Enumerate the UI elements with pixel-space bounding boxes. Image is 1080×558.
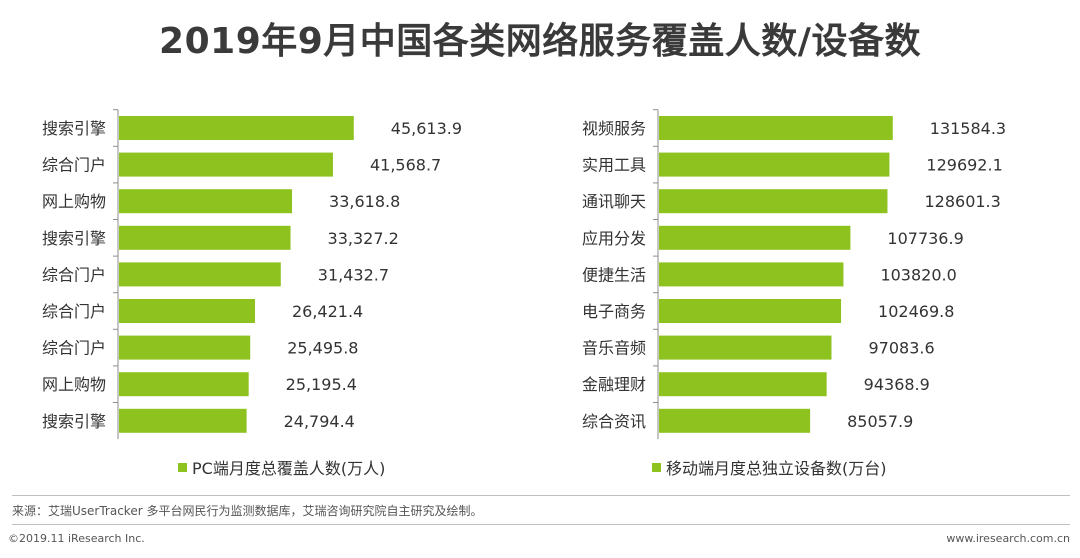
mobile-bar bbox=[659, 189, 888, 214]
mobile-category-label: 综合资讯 bbox=[582, 412, 646, 431]
pc-value-label: 33,618.8 bbox=[329, 192, 400, 211]
pc-bar bbox=[119, 372, 249, 397]
mobile-category-label: 便捷生活 bbox=[582, 265, 646, 284]
pc-category-label: 综合门户 bbox=[42, 302, 106, 321]
legend-swatch-mobile bbox=[652, 462, 661, 472]
mobile-bar bbox=[659, 372, 827, 397]
mobile-bar bbox=[659, 225, 851, 250]
pc-category-label: 搜索引擎 bbox=[42, 229, 106, 248]
pc-coverage-bar-chart: 搜索引擎 45,613.9 综合门户 41,568.7 网上购物 33,618.8 搜索引擎… bbox=[42, 109, 462, 440]
mobile-value-label: 103820.0 bbox=[880, 265, 956, 284]
pc-value-label: 24,794.4 bbox=[284, 412, 355, 431]
mobile-value-label: 129692.1 bbox=[926, 156, 1002, 175]
mobile-bar bbox=[659, 152, 890, 177]
legend-label-pc: PC端月度总覆盖人数(万人) bbox=[192, 459, 386, 478]
pc-bar bbox=[119, 335, 251, 360]
mobile-category-label: 实用工具 bbox=[582, 156, 646, 175]
mobile-value-label: 107736.9 bbox=[887, 229, 963, 248]
mobile-value-label: 131584.3 bbox=[930, 119, 1006, 138]
pc-value-label: 25,495.8 bbox=[287, 339, 358, 358]
source-note: 来源：艾瑞UserTracker 多平台网民行为监测数据库，艾瑞咨询研究院自主研… bbox=[12, 504, 483, 518]
pc-value-label: 41,568.7 bbox=[370, 156, 441, 175]
copyright: ©2019.11 iResearch Inc. bbox=[8, 532, 145, 545]
pc-bar bbox=[119, 262, 281, 287]
pc-value-label: 45,613.9 bbox=[391, 119, 462, 138]
pc-category-label: 综合门户 bbox=[42, 339, 106, 358]
mobile-category-label: 视频服务 bbox=[582, 119, 646, 138]
mobile-category-label: 音乐音频 bbox=[582, 339, 646, 358]
pc-category-label: 综合门户 bbox=[42, 265, 106, 284]
website-link[interactable]: www.iresearch.com.cn bbox=[946, 532, 1070, 545]
mobile-value-label: 102469.8 bbox=[878, 302, 954, 321]
mobile-bar bbox=[659, 335, 832, 360]
page-title: 2019年9月中国各类网络服务覆盖人数/设备数 bbox=[159, 21, 921, 62]
pc-bar bbox=[119, 152, 333, 177]
pc-category-label: 搜索引擎 bbox=[42, 119, 106, 138]
legend-swatch-pc bbox=[178, 462, 187, 472]
mobile-value-label: 97083.6 bbox=[868, 339, 934, 358]
mobile-bar bbox=[659, 116, 893, 140]
mobile-bar bbox=[659, 262, 844, 287]
pc-category-label: 综合门户 bbox=[42, 156, 106, 175]
mobile-bar bbox=[659, 299, 842, 323]
mobile-category-label: 金融理财 bbox=[582, 375, 646, 394]
pc-bar bbox=[119, 116, 354, 140]
legend-mobile: 移动端月度总独立设备数(万台) bbox=[652, 455, 887, 479]
divider-top bbox=[12, 495, 1070, 496]
pc-bar bbox=[119, 408, 247, 433]
mobile-category-label: 通讯聊天 bbox=[582, 192, 646, 211]
pc-value-label: 25,195.4 bbox=[286, 375, 357, 394]
pc-category-label: 网上购物 bbox=[42, 375, 106, 394]
pc-bar bbox=[119, 225, 291, 250]
mobile-value-label: 94368.9 bbox=[864, 375, 930, 394]
pc-value-label: 26,421.4 bbox=[292, 302, 363, 321]
mobile-value-label: 85057.9 bbox=[847, 412, 913, 431]
pc-category-label: 搜索引擎 bbox=[42, 412, 106, 431]
legend-label-mobile: 移动端月度总独立设备数(万台) bbox=[666, 459, 887, 478]
pc-value-label: 31,432.7 bbox=[318, 265, 389, 284]
mobile-value-label: 128601.3 bbox=[924, 192, 1000, 211]
pc-bar bbox=[119, 189, 293, 214]
divider-bottom bbox=[12, 524, 1070, 525]
mobile-category-label: 电子商务 bbox=[582, 302, 646, 321]
pc-value-label: 33,327.2 bbox=[328, 229, 399, 248]
mobile-device-bar-chart: 视频服务 131584.3 实用工具 129692.1 通讯聊天 128601.3 应用分发… bbox=[582, 109, 1006, 440]
mobile-bar bbox=[659, 408, 811, 433]
pc-bar bbox=[119, 299, 255, 323]
pc-category-label: 网上购物 bbox=[42, 192, 106, 211]
legend-pc: PC端月度总覆盖人数(万人) bbox=[178, 455, 385, 479]
mobile-category-label: 应用分发 bbox=[582, 229, 646, 248]
